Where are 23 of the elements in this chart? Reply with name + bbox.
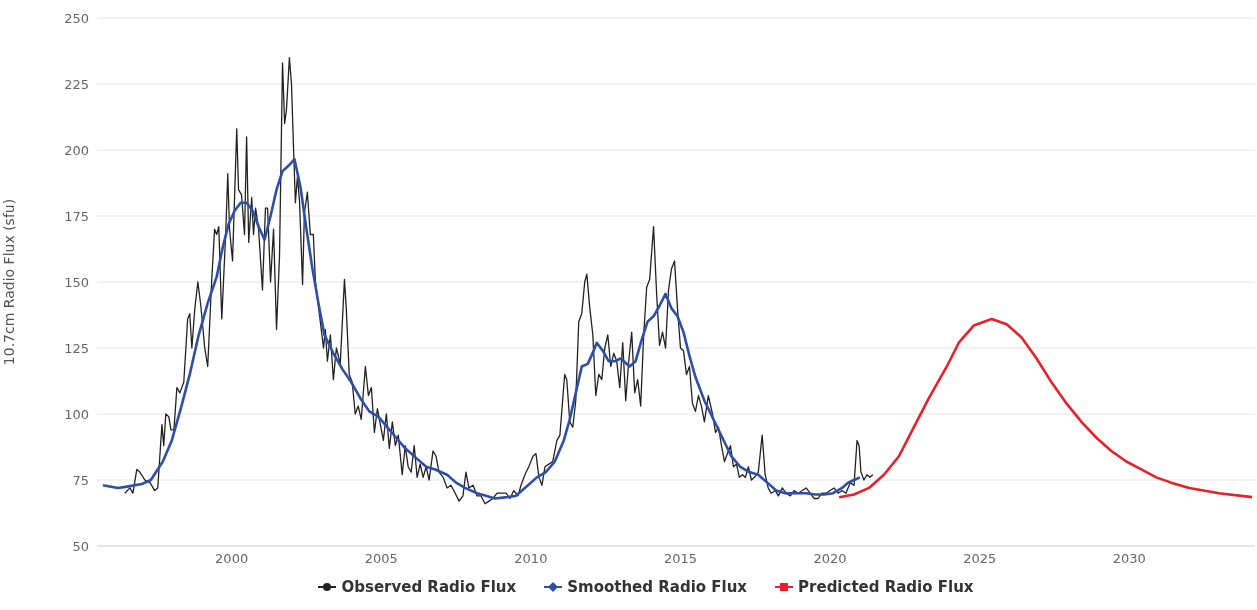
y-tick-label: 150 <box>64 274 89 290</box>
legend-label: Observed Radio Flux <box>340 578 517 596</box>
x-tick-label: 2020 <box>813 551 847 567</box>
y-tick-label: 200 <box>64 142 89 158</box>
y-tick-label: 50 <box>72 538 89 554</box>
x-tick-label: 2005 <box>364 551 398 567</box>
x-tick-label: 2000 <box>215 551 249 567</box>
line-series <box>124 56 874 505</box>
legend-label: Predicted Radio Flux <box>797 578 974 596</box>
legend-label: Smoothed Radio Flux <box>566 578 748 596</box>
y-axis-title: 10.7cm Radio Flux (sfu) <box>0 198 17 366</box>
y-tick-label: 225 <box>64 76 89 92</box>
line-series <box>101 157 862 500</box>
y-tick-label: 250 <box>64 10 89 26</box>
y-tick-label: 125 <box>64 340 89 356</box>
x-tick-label: 2025 <box>963 551 997 567</box>
y-tick-label: 100 <box>64 406 89 422</box>
y-tick-label: 175 <box>64 208 89 224</box>
x-tick-label: 2015 <box>663 551 698 567</box>
line-series <box>837 317 1254 499</box>
x-tick-label: 2030 <box>1112 551 1146 567</box>
y-tick-label: 75 <box>72 472 89 488</box>
x-tick-label: 2010 <box>514 551 548 567</box>
